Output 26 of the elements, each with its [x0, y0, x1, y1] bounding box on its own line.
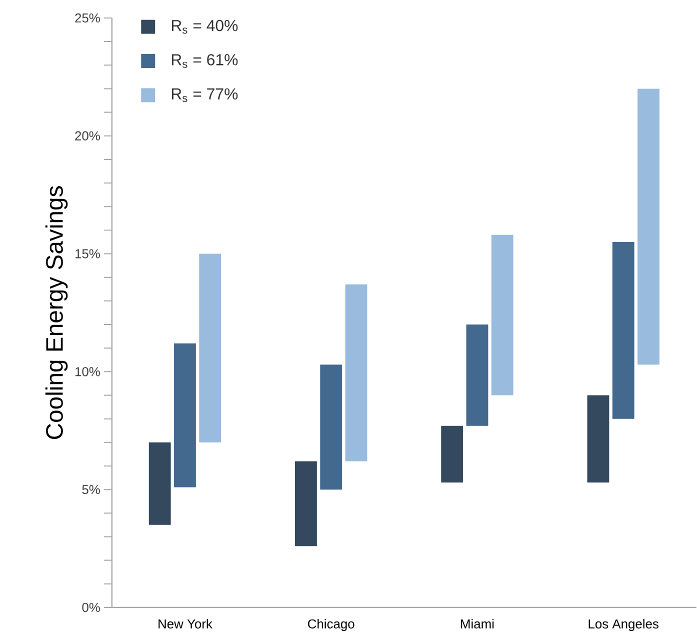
x-tick-label: Los Angeles — [588, 618, 658, 631]
bar — [587, 395, 610, 482]
legend-label: R$_{s}$ = 61% — [172, 54, 238, 68]
bar — [199, 254, 222, 442]
y-tick-label: 15% — [75, 249, 100, 258]
bar — [491, 234, 514, 396]
bar — [174, 343, 196, 487]
x-tick-label: Chicago — [308, 618, 354, 631]
y-tick-label: 25% — [75, 13, 100, 22]
legend-label: R$_{s}$ = 77% — [172, 88, 238, 102]
x-tick-label: New York — [158, 618, 212, 628]
legend-label: R$_{s}$ = 40% — [172, 20, 238, 34]
bar — [612, 242, 634, 419]
bar — [295, 461, 317, 546]
y-tick-label: 5% — [82, 484, 100, 494]
y-tick-label: 10% — [75, 366, 100, 376]
bar — [638, 88, 660, 364]
bar — [345, 284, 368, 462]
bar — [148, 442, 171, 525]
bar — [320, 364, 342, 490]
x-tick-label: Miami — [461, 618, 494, 628]
y-tick-label: 0% — [82, 602, 100, 612]
y-tick-label: 20% — [75, 131, 100, 140]
bar — [466, 324, 488, 426]
y-axis-title: Cooling Energy Savings — [45, 186, 68, 439]
bar — [441, 426, 464, 482]
